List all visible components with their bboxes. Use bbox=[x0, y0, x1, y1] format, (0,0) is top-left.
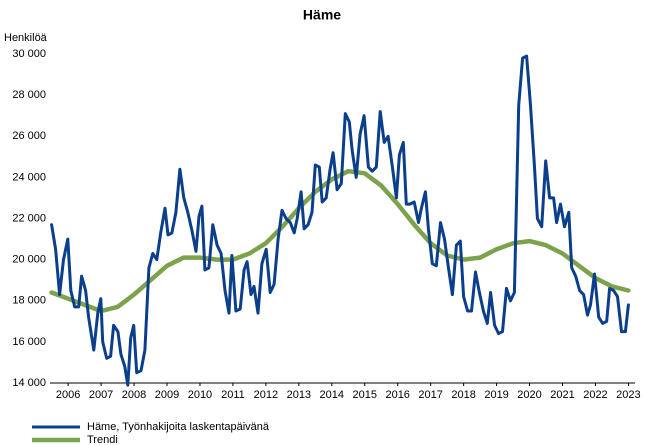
y-tick-label: 16 000 bbox=[12, 336, 46, 348]
x-tick-label: 2009 bbox=[155, 389, 179, 401]
x-tick-label: 2021 bbox=[550, 389, 574, 401]
x-tick-label: 2022 bbox=[583, 389, 607, 401]
y-tick-label: 22 000 bbox=[12, 212, 46, 224]
x-tick-label: 2016 bbox=[385, 389, 409, 401]
x-tick-label: 2007 bbox=[89, 389, 113, 401]
y-tick-label: 18 000 bbox=[12, 295, 46, 307]
x-tick-label: 2023 bbox=[616, 389, 640, 401]
series-line bbox=[50, 54, 630, 387]
chart-title: Häme bbox=[303, 7, 341, 23]
y-tick-label: 26 000 bbox=[12, 130, 46, 142]
x-tick-label: 2017 bbox=[418, 389, 442, 401]
series-line bbox=[49, 168, 631, 314]
x-tick-label: 2018 bbox=[451, 389, 475, 401]
y-tick-label: 14 000 bbox=[12, 377, 46, 389]
y-tick-label: 28 000 bbox=[12, 89, 46, 101]
x-tick-label: 2020 bbox=[517, 389, 541, 401]
y-axis-label: Henkilöä bbox=[4, 32, 48, 44]
y-tick-label: 20 000 bbox=[12, 254, 46, 266]
x-tick-label: 2010 bbox=[188, 389, 212, 401]
y-tick-label: 30 000 bbox=[12, 48, 46, 60]
x-tick-label: 2014 bbox=[320, 389, 344, 401]
x-tick-label: 2011 bbox=[221, 389, 245, 401]
y-tick-label: 24 000 bbox=[12, 171, 46, 183]
x-tick-label: 2013 bbox=[287, 389, 311, 401]
legend-label: Trendi bbox=[87, 434, 118, 445]
x-tick-label: 2006 bbox=[56, 389, 80, 401]
x-tick-label: 2012 bbox=[254, 389, 278, 401]
x-tick-label: 2019 bbox=[484, 389, 508, 401]
x-tick-label: 2015 bbox=[353, 389, 377, 401]
x-tick-label: 2008 bbox=[122, 389, 146, 401]
legend-label: Häme, Työnhakijoita laskentapäivänä bbox=[87, 421, 270, 433]
